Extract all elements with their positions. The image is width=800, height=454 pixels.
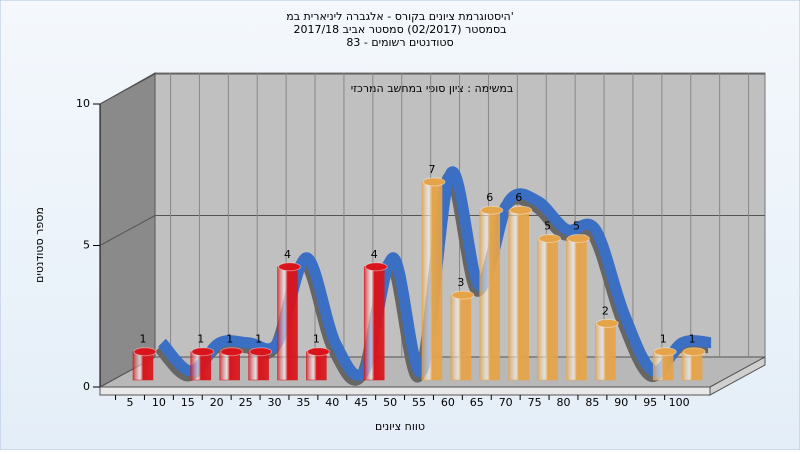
x-tick-label: 50 bbox=[383, 396, 397, 409]
bar bbox=[132, 347, 157, 381]
bar bbox=[508, 205, 533, 381]
subtitle: במשימה : ציון סופי במחשב המרכזי bbox=[351, 82, 514, 95]
data-label: 7 bbox=[429, 163, 436, 176]
data-label: 4 bbox=[284, 248, 291, 261]
x-axis-label: טווח ציונים bbox=[375, 420, 425, 433]
y-tick-label: 5 bbox=[83, 239, 90, 252]
bar bbox=[277, 262, 301, 381]
grid-line bbox=[99, 215, 156, 246]
bar-top bbox=[451, 290, 475, 300]
x-tick-label: 70 bbox=[499, 396, 513, 409]
y-tick-label: 10 bbox=[76, 97, 90, 110]
bar bbox=[681, 347, 706, 381]
bar bbox=[190, 347, 215, 381]
x-tick-label: 10 bbox=[152, 396, 166, 409]
bar bbox=[248, 347, 273, 381]
bar bbox=[363, 262, 388, 381]
bar bbox=[537, 234, 562, 381]
bar-top bbox=[682, 347, 706, 357]
data-label: 2 bbox=[602, 304, 609, 317]
data-label: 1 bbox=[226, 333, 233, 346]
x-tick-label: 15 bbox=[181, 396, 195, 409]
bar-top bbox=[653, 347, 677, 357]
data-label: 5 bbox=[544, 220, 551, 233]
floor-side bbox=[709, 356, 766, 396]
x-tick-label: 95 bbox=[643, 396, 657, 409]
bar-body bbox=[508, 209, 529, 381]
bar bbox=[450, 290, 475, 381]
x-tick-label: 45 bbox=[354, 396, 368, 409]
title-line: סטודנטים רשומים - 83 bbox=[346, 36, 453, 49]
x-tick-label: 20 bbox=[210, 396, 224, 409]
data-label: 6 bbox=[515, 191, 522, 204]
bar-body bbox=[450, 294, 472, 381]
x-tick-label: 5 bbox=[127, 396, 134, 409]
bar bbox=[479, 205, 504, 381]
bar bbox=[566, 234, 590, 381]
bar-top bbox=[306, 347, 330, 357]
bar-top bbox=[278, 262, 301, 272]
bar-body bbox=[566, 238, 587, 381]
bar bbox=[595, 318, 619, 381]
data-label: 4 bbox=[371, 248, 378, 261]
bar-body bbox=[595, 323, 616, 381]
x-tick-label: 40 bbox=[325, 396, 339, 409]
data-label: 6 bbox=[486, 191, 493, 204]
bar-top bbox=[480, 205, 504, 215]
floor-edge bbox=[99, 386, 711, 396]
x-tick-label: 85 bbox=[585, 396, 599, 409]
x-tick-label: 80 bbox=[557, 396, 571, 409]
bar-top bbox=[509, 205, 533, 215]
y-axis-label: מספר סטודנטים bbox=[33, 207, 46, 283]
bar-top bbox=[567, 234, 590, 243]
data-label: 5 bbox=[573, 220, 580, 233]
title-line: בסמסטר (02/2017) סמסטר אביב 2017/18 bbox=[293, 23, 506, 36]
data-label: 1 bbox=[255, 333, 262, 346]
bar bbox=[219, 347, 244, 381]
x-tick-label: 30 bbox=[268, 396, 282, 409]
x-tick-label: 75 bbox=[528, 396, 542, 409]
title-line: היסטוגרמת ציונים בקורס - אלגברה ליניארית… bbox=[286, 10, 514, 23]
data-label: 1 bbox=[313, 333, 320, 346]
bar-top bbox=[220, 347, 244, 357]
data-label: 1 bbox=[660, 333, 667, 346]
x-tick-label: 55 bbox=[412, 396, 426, 409]
bar bbox=[306, 347, 330, 381]
bar-top bbox=[133, 347, 157, 357]
data-label: 3 bbox=[457, 276, 464, 289]
bar-body bbox=[363, 266, 385, 381]
bar-top bbox=[249, 347, 273, 357]
data-label: 1 bbox=[689, 333, 696, 346]
y-tick-label: 0 bbox=[83, 380, 90, 393]
x-tick-label: 25 bbox=[239, 396, 253, 409]
x-tick-label: 65 bbox=[470, 396, 484, 409]
data-label: 1 bbox=[140, 333, 147, 346]
bar-body bbox=[479, 209, 501, 381]
grid-line bbox=[99, 73, 156, 105]
x-tick-label: 35 bbox=[296, 396, 310, 409]
data-label: 1 bbox=[197, 333, 204, 346]
bar-body bbox=[421, 181, 443, 381]
bar-top bbox=[191, 347, 215, 357]
x-tick-label: 90 bbox=[614, 396, 628, 409]
bar bbox=[652, 347, 677, 381]
bar bbox=[421, 177, 446, 381]
bar-body bbox=[537, 238, 558, 381]
bar-body bbox=[277, 266, 298, 381]
x-tick-label: 60 bbox=[441, 396, 455, 409]
x-tick-label: 100 bbox=[669, 396, 690, 409]
bar-top bbox=[595, 318, 619, 328]
bar-top bbox=[364, 262, 388, 272]
bar-top bbox=[538, 234, 562, 243]
bar-top bbox=[422, 177, 446, 187]
